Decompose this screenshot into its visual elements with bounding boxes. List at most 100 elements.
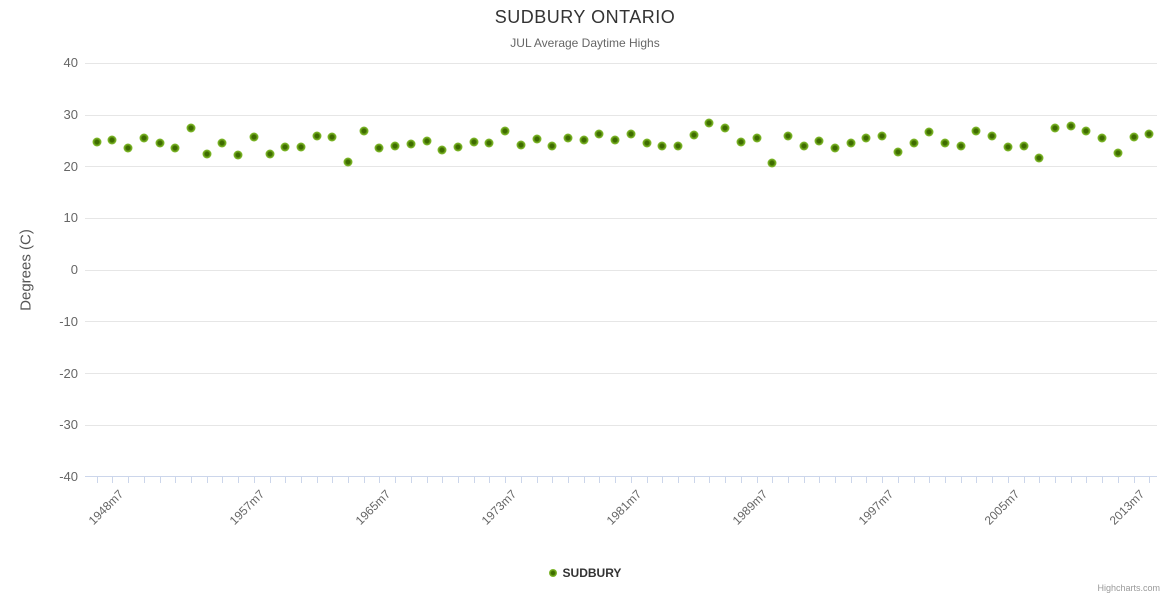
data-point[interactable] [1144, 129, 1154, 139]
data-point[interactable] [1050, 123, 1060, 133]
x-axis-tick [976, 477, 978, 483]
x-axis-tick [363, 477, 365, 483]
data-point[interactable] [909, 138, 919, 148]
x-axis-tick [803, 477, 805, 483]
data-point[interactable] [500, 126, 510, 136]
data-point[interactable] [1097, 133, 1107, 143]
data-point[interactable] [186, 123, 196, 133]
data-point[interactable] [767, 158, 777, 168]
data-point[interactable] [437, 145, 447, 155]
data-point[interactable] [783, 131, 793, 141]
data-point[interactable] [484, 138, 494, 148]
data-point[interactable] [893, 147, 903, 157]
x-axis-tick [646, 477, 648, 483]
x-axis-tick [693, 477, 695, 483]
data-point[interactable] [155, 138, 165, 148]
highcharts-credits-link[interactable]: Highcharts.com [1097, 583, 1160, 593]
legend-item-sudbury[interactable]: SUDBURY [548, 566, 622, 580]
gridline [85, 217, 1157, 219]
data-point[interactable] [594, 129, 604, 139]
data-point[interactable] [390, 141, 400, 151]
data-point[interactable] [249, 132, 259, 142]
data-point[interactable] [846, 138, 856, 148]
x-axis-tick [395, 477, 397, 483]
data-point[interactable] [359, 126, 369, 136]
data-point[interactable] [296, 142, 306, 152]
data-point[interactable] [532, 134, 542, 144]
chart-title: SUDBURY ONTARIO [494, 7, 676, 27]
data-point[interactable] [422, 136, 432, 146]
data-point[interactable] [233, 150, 243, 160]
x-axis-tick [348, 477, 350, 483]
data-point[interactable] [469, 137, 479, 147]
data-point[interactable] [830, 143, 840, 153]
data-point[interactable] [406, 139, 416, 149]
data-point[interactable] [107, 135, 117, 145]
x-axis-tick [1039, 477, 1041, 483]
data-point[interactable] [642, 138, 652, 148]
data-point[interactable] [626, 129, 636, 139]
data-point[interactable] [877, 131, 887, 141]
x-axis-tick [316, 477, 318, 483]
data-point[interactable] [343, 157, 353, 167]
x-axis-tick [615, 477, 617, 483]
data-point[interactable] [987, 131, 997, 141]
x-axis-tick [1102, 477, 1104, 483]
x-axis-tick [945, 477, 947, 483]
data-point[interactable] [217, 138, 227, 148]
data-point[interactable] [924, 127, 934, 137]
data-point[interactable] [202, 149, 212, 159]
data-point[interactable] [1129, 132, 1139, 142]
x-axis-tick [1117, 477, 1119, 483]
x-axis-tick [1055, 477, 1056, 483]
data-point[interactable] [940, 138, 950, 148]
data-point[interactable] [280, 142, 290, 152]
data-point[interactable] [139, 133, 149, 143]
legend-marker-icon [548, 569, 557, 577]
data-point[interactable] [814, 136, 824, 146]
data-point[interactable] [657, 141, 667, 151]
data-point[interactable] [123, 143, 133, 153]
data-point[interactable] [861, 133, 871, 143]
data-point[interactable] [170, 143, 180, 153]
x-axis-tick [677, 477, 679, 483]
x-axis-tick [128, 477, 130, 483]
data-point[interactable] [516, 140, 526, 150]
x-axis-tick [1070, 477, 1072, 483]
data-point[interactable] [971, 126, 981, 136]
x-axis-tick [709, 477, 711, 483]
data-point[interactable] [374, 143, 384, 153]
data-point[interactable] [720, 123, 730, 133]
legend-label: SUDBURY [562, 566, 622, 580]
x-axis-tick [772, 477, 774, 483]
data-point[interactable] [327, 132, 337, 142]
data-point[interactable] [689, 130, 699, 140]
data-point[interactable] [1113, 148, 1123, 158]
data-point[interactable] [579, 135, 589, 145]
data-point[interactable] [92, 137, 102, 147]
x-axis-tick [929, 477, 931, 483]
data-point[interactable] [312, 131, 322, 141]
data-point[interactable] [752, 133, 762, 143]
data-point[interactable] [1066, 121, 1076, 131]
y-axis-tick-label: -20 [59, 365, 78, 381]
x-axis-tick-label: 1948m7 [85, 487, 127, 528]
data-point[interactable] [1034, 153, 1044, 163]
x-axis-tick [913, 477, 915, 483]
data-point[interactable] [1019, 141, 1029, 151]
data-point[interactable] [547, 141, 557, 151]
y-axis-tick-label: 10 [63, 210, 78, 226]
data-point[interactable] [736, 137, 746, 147]
data-point[interactable] [1003, 142, 1013, 152]
data-point[interactable] [704, 118, 714, 128]
data-point[interactable] [453, 142, 463, 152]
data-point[interactable] [610, 135, 620, 145]
data-point[interactable] [265, 149, 274, 159]
data-point[interactable] [673, 141, 683, 151]
x-axis-tick [159, 477, 161, 483]
data-point[interactable] [1081, 126, 1091, 136]
data-point[interactable] [563, 133, 573, 143]
data-point[interactable] [799, 141, 809, 151]
data-point[interactable] [956, 141, 966, 151]
y-axis-tick-label: -30 [59, 417, 78, 433]
